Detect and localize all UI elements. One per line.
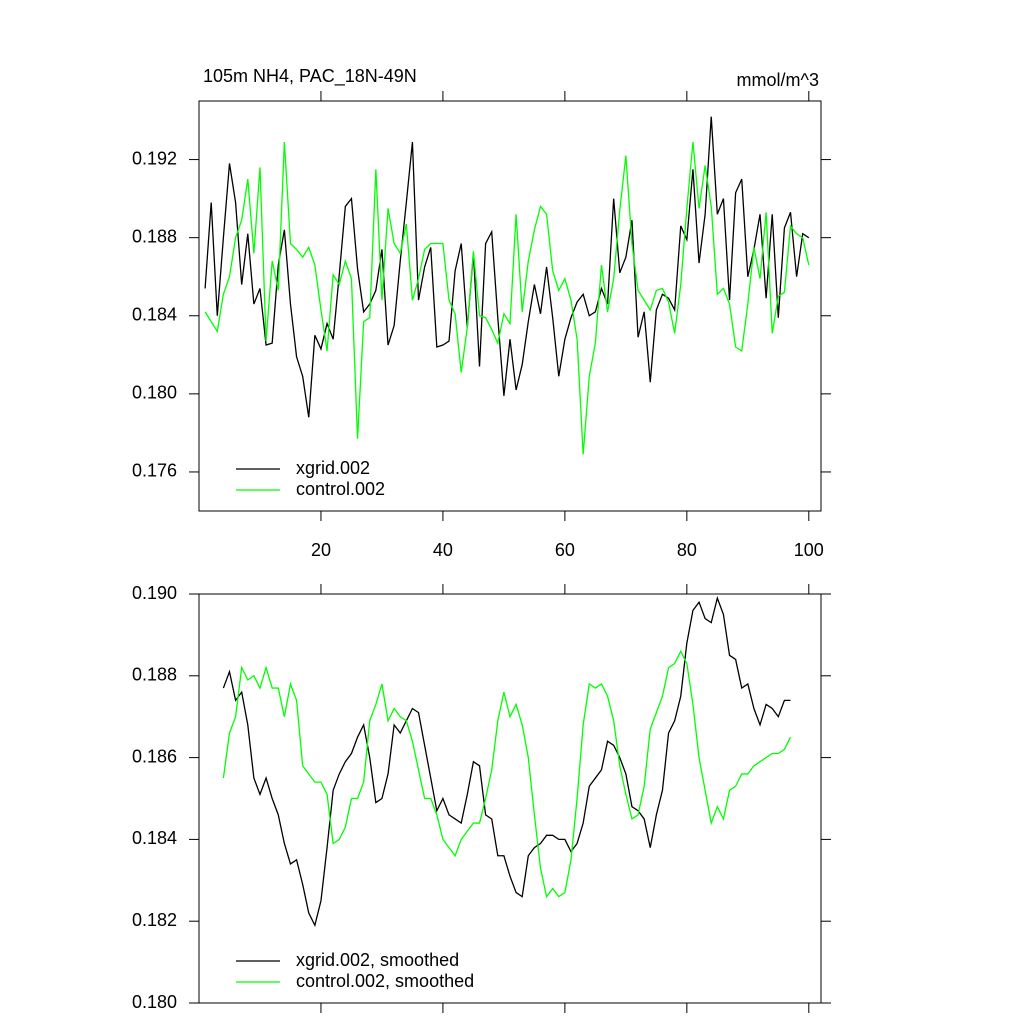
series-line	[222, 649, 792, 899]
legend-label: control.002	[296, 479, 385, 499]
y-tick-label: 0.176	[132, 461, 177, 481]
legend-label: control.002, smoothed	[296, 971, 474, 991]
legend-label: xgrid.002	[296, 458, 370, 478]
y-tick-label: 0.188	[132, 665, 177, 685]
y-tick-label: 0.180	[132, 992, 177, 1012]
y-tick-label: 0.180	[132, 383, 177, 403]
plot-frame	[198, 593, 822, 1004]
chart-title: 105m NH4, PAC_18N-49N	[203, 66, 417, 87]
y-tick-label: 0.184	[132, 828, 177, 848]
x-tick-label: 20	[311, 540, 331, 560]
y-tick-label: 0.190	[132, 583, 177, 603]
x-tick-label: 100	[794, 540, 824, 560]
series-line	[204, 116, 810, 418]
plot-frame	[198, 100, 822, 512]
y-tick-label: 0.182	[132, 910, 177, 930]
x-tick-label: 80	[677, 540, 697, 560]
series-line	[204, 141, 810, 455]
y-tick-label: 0.186	[132, 746, 177, 766]
y-tick-label: 0.188	[132, 226, 177, 246]
y-tick-label: 0.192	[132, 148, 177, 168]
x-tick-label: 40	[433, 540, 453, 560]
units-label: mmol/m^3	[737, 70, 819, 90]
legend-label: xgrid.002, smoothed	[296, 950, 459, 970]
y-tick-label: 0.184	[132, 305, 177, 325]
series-line	[222, 595, 791, 928]
x-tick-label: 60	[555, 540, 575, 560]
